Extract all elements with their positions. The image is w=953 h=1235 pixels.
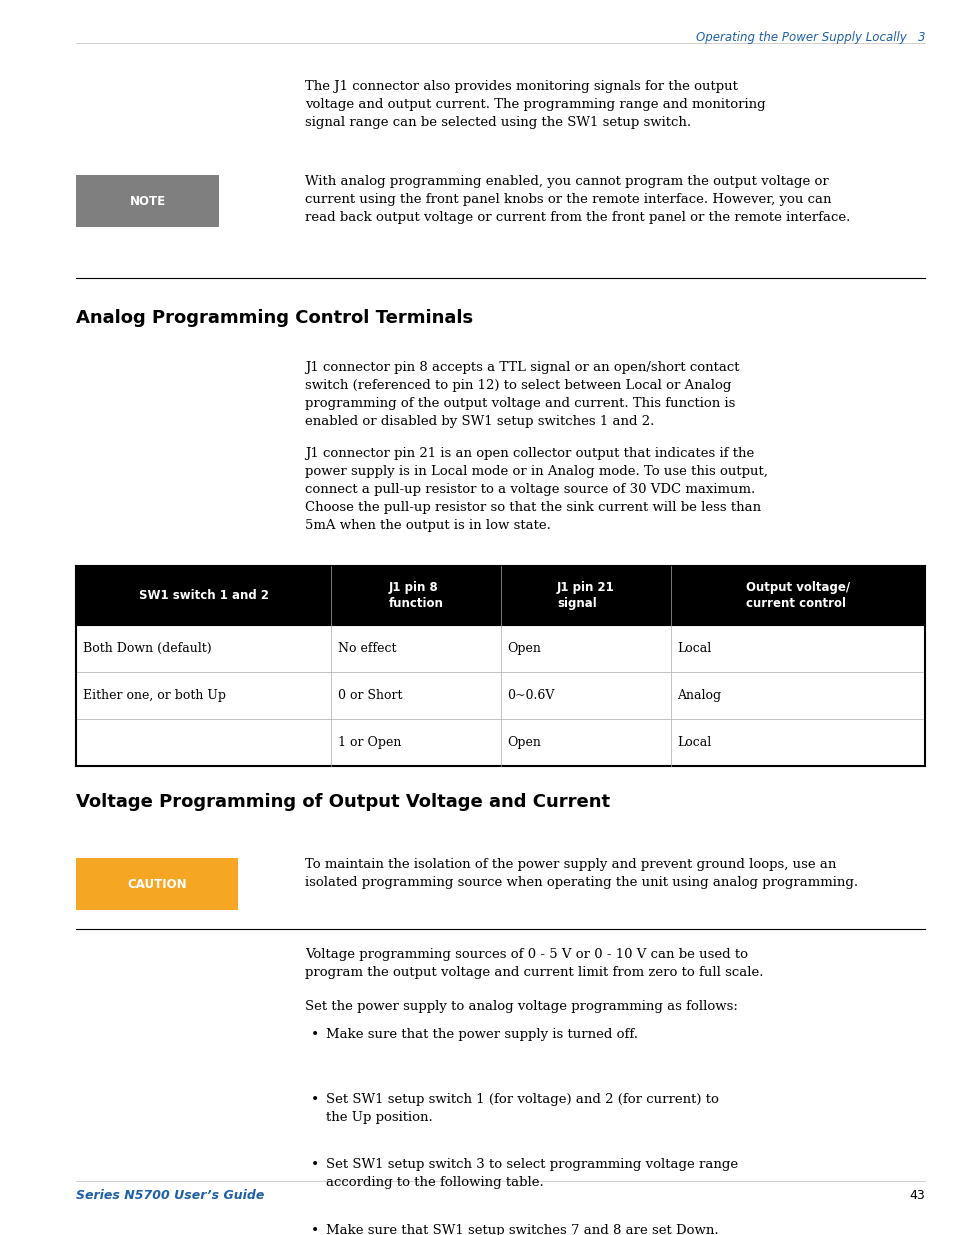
Text: 43: 43	[908, 1189, 924, 1203]
Text: Local: Local	[677, 736, 711, 748]
FancyBboxPatch shape	[76, 566, 924, 625]
Text: Make sure that SW1 setup switches 7 and 8 are set Down.: Make sure that SW1 setup switches 7 and …	[326, 1224, 719, 1235]
Text: 0 or Short: 0 or Short	[337, 689, 402, 701]
Text: To maintain the isolation of the power supply and prevent ground loops, use an
i: To maintain the isolation of the power s…	[305, 858, 858, 889]
Text: Analog Programming Control Terminals: Analog Programming Control Terminals	[76, 309, 473, 327]
Text: •: •	[311, 1028, 318, 1041]
Text: •: •	[311, 1158, 318, 1172]
Text: Open: Open	[507, 642, 541, 655]
FancyBboxPatch shape	[76, 719, 924, 766]
Text: J1 connector pin 8 accepts a TTL signal or an open/short contact
switch (referen: J1 connector pin 8 accepts a TTL signal …	[305, 361, 739, 427]
Text: 1 or Open: 1 or Open	[337, 736, 400, 748]
Text: J1 connector pin 21 is an open collector output that indicates if the
power supp: J1 connector pin 21 is an open collector…	[305, 447, 767, 532]
Text: With analog programming enabled, you cannot program the output voltage or
curren: With analog programming enabled, you can…	[305, 175, 850, 225]
Text: Series N5700 User’s Guide: Series N5700 User’s Guide	[76, 1189, 264, 1203]
Text: NOTE: NOTE	[130, 195, 166, 207]
Text: Operating the Power Supply Locally   3: Operating the Power Supply Locally 3	[695, 31, 924, 44]
Text: •: •	[311, 1093, 318, 1107]
Text: 0~0.6V: 0~0.6V	[507, 689, 555, 701]
Text: No effect: No effect	[337, 642, 395, 655]
FancyBboxPatch shape	[76, 672, 924, 719]
Text: The J1 connector also provides monitoring signals for the output
voltage and out: The J1 connector also provides monitorin…	[305, 80, 765, 130]
FancyBboxPatch shape	[76, 625, 924, 672]
Text: •: •	[311, 1224, 318, 1235]
Text: Both Down (default): Both Down (default)	[83, 642, 212, 655]
Text: J1 pin 8
function: J1 pin 8 function	[388, 580, 443, 610]
Text: Set SW1 setup switch 1 (for voltage) and 2 (for current) to
the Up position.: Set SW1 setup switch 1 (for voltage) and…	[326, 1093, 719, 1124]
Text: Either one, or both Up: Either one, or both Up	[83, 689, 226, 701]
Text: J1 pin 21
signal: J1 pin 21 signal	[557, 580, 614, 610]
Text: Open: Open	[507, 736, 541, 748]
Text: Voltage Programming of Output Voltage and Current: Voltage Programming of Output Voltage an…	[76, 793, 610, 811]
Text: Make sure that the power supply is turned off.: Make sure that the power supply is turne…	[326, 1028, 638, 1041]
Text: Output voltage/
current control: Output voltage/ current control	[745, 580, 849, 610]
Text: SW1 switch 1 and 2: SW1 switch 1 and 2	[138, 589, 269, 601]
Text: Analog: Analog	[677, 689, 720, 701]
Text: CAUTION: CAUTION	[128, 878, 187, 890]
Text: Set the power supply to analog voltage programming as follows:: Set the power supply to analog voltage p…	[305, 1000, 738, 1014]
Text: Set SW1 setup switch 3 to select programming voltage range
according to the foll: Set SW1 setup switch 3 to select program…	[326, 1158, 738, 1189]
FancyBboxPatch shape	[76, 858, 238, 910]
Text: Voltage programming sources of 0 - 5 V or 0 - 10 V can be used to
program the ou: Voltage programming sources of 0 - 5 V o…	[305, 948, 763, 979]
Text: Local: Local	[677, 642, 711, 655]
FancyBboxPatch shape	[76, 175, 219, 227]
